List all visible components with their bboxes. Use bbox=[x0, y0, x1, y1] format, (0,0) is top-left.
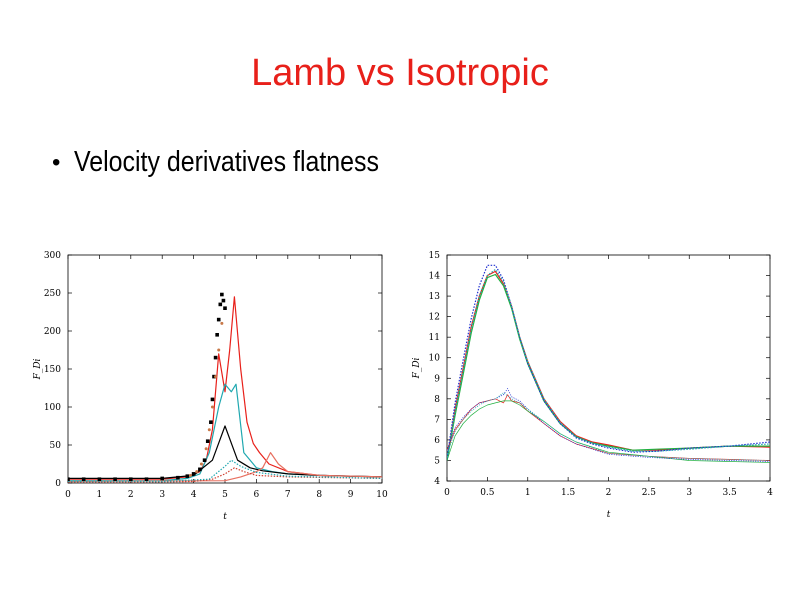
bullet-text: Velocity derivatives flatness bbox=[74, 146, 380, 178]
right-y-tick-label: 8 bbox=[434, 395, 440, 405]
left-series-5-line bbox=[68, 459, 382, 483]
left-plot-frame bbox=[67, 254, 383, 484]
right-series-6-line bbox=[447, 388, 770, 462]
left-series-group bbox=[68, 292, 382, 483]
right-series-3-line bbox=[447, 268, 770, 461]
right-y-axis-label: F_Di bbox=[412, 357, 422, 379]
left-series-1-line bbox=[68, 383, 382, 482]
left-series-6-marker bbox=[215, 333, 219, 337]
right-y-tick-label: 11 bbox=[429, 333, 440, 343]
left-y-tick-label: 150 bbox=[44, 365, 61, 375]
left-x-axis-label: t bbox=[223, 512, 227, 522]
left-x-tick-label: 6 bbox=[254, 490, 260, 500]
left-series-6-marker bbox=[68, 477, 70, 481]
right-y-tick-label: 10 bbox=[429, 354, 441, 364]
right-y-tick-label: 15 bbox=[429, 251, 441, 261]
left-series-6-marker bbox=[213, 355, 218, 360]
left-series-6-marker bbox=[97, 477, 102, 481]
left-series-6-marker bbox=[185, 474, 190, 478]
right-y-tick-label: 9 bbox=[434, 374, 440, 384]
left-series-6-marker bbox=[210, 397, 215, 402]
left-series-6-marker bbox=[220, 292, 224, 297]
right-y-tick-label: 13 bbox=[429, 292, 441, 302]
left-y-tick-label: 0 bbox=[55, 479, 61, 489]
left-series-7-marker bbox=[220, 321, 224, 325]
right-x-tick-label: 1 bbox=[525, 488, 531, 498]
right-x-tick-label: 4 bbox=[767, 488, 773, 498]
left-series-6-marker bbox=[113, 477, 117, 481]
left-y-tick-label: 200 bbox=[44, 327, 61, 337]
left-series-0-line bbox=[68, 296, 382, 480]
left-series-6-marker bbox=[144, 477, 149, 481]
left-series-6-marker bbox=[160, 476, 164, 481]
left-series-6-marker bbox=[212, 374, 216, 379]
right-x-tick-label: 0 bbox=[444, 488, 450, 498]
left-x-tick-label: 10 bbox=[376, 490, 388, 500]
right-series-group bbox=[447, 264, 770, 463]
left-series-6-marker bbox=[198, 467, 202, 472]
left-series-7-marker bbox=[210, 405, 214, 409]
left-series-2-line bbox=[68, 425, 382, 479]
right-x-tick-label: 1.5 bbox=[561, 488, 576, 498]
left-series-7-marker bbox=[188, 473, 192, 477]
left-x-tick-label: 2 bbox=[128, 490, 134, 500]
left-y-axis-label: F_Di bbox=[33, 358, 43, 380]
right-x-tick-label: 3.5 bbox=[722, 488, 737, 498]
left-series-6-marker bbox=[223, 306, 227, 310]
right-y-tick-label: 12 bbox=[429, 313, 440, 323]
right-x-tick-label: 2 bbox=[606, 488, 612, 498]
left-y-tick-label: 300 bbox=[44, 251, 61, 261]
slide-title: Lamb vs Isotropic bbox=[251, 52, 549, 94]
left-series-7-marker bbox=[199, 462, 203, 466]
right-y-tick-label: 14 bbox=[429, 272, 441, 282]
left-series-6-marker bbox=[176, 475, 180, 480]
left-series-6-marker bbox=[205, 439, 210, 443]
bullet-item: • Velocity derivatives flatness bbox=[52, 146, 429, 179]
left-x-tick-label: 5 bbox=[222, 490, 228, 500]
left-series-6-marker bbox=[209, 420, 213, 424]
left-y-tick-label: 250 bbox=[44, 289, 61, 299]
right-y-tick-label: 5 bbox=[434, 456, 440, 466]
left-series-3-line bbox=[68, 452, 382, 483]
left-series-7-marker bbox=[214, 375, 218, 379]
right-x-tick-label: 2.5 bbox=[642, 488, 657, 498]
left-x-tick-label: 3 bbox=[159, 490, 165, 500]
right-series-7-line bbox=[447, 392, 770, 461]
right-series-1-line bbox=[447, 273, 770, 461]
left-series-6-marker bbox=[129, 477, 133, 481]
left-series-6-marker bbox=[216, 317, 221, 322]
right-x-tick-label: 3 bbox=[686, 488, 692, 498]
left-x-tick-label: 7 bbox=[285, 490, 291, 500]
left-x-tick-label: 8 bbox=[316, 490, 322, 500]
left-y-tick-label: 50 bbox=[50, 441, 62, 451]
right-y-tick-label: 6 bbox=[434, 436, 440, 446]
bullet-dot-icon: • bbox=[52, 148, 61, 176]
right-y-tick-label: 4 bbox=[434, 477, 440, 487]
left-x-tick-label: 0 bbox=[65, 490, 71, 500]
left-series-6-marker bbox=[202, 458, 207, 462]
left-x-tick-label: 1 bbox=[97, 490, 103, 500]
left-series-6-marker bbox=[81, 477, 86, 481]
right-series-0-line bbox=[447, 270, 770, 461]
left-y-tick-label: 100 bbox=[44, 403, 61, 413]
flatness-chart-right: 0 0.5 1 1.5 2 2.5 3 3.5 4 4 5 6 7 8 9 10 11 12 13 14 15 t F_Di bbox=[412, 251, 773, 520]
left-series-7-marker bbox=[204, 447, 208, 451]
left-series-6-marker bbox=[191, 472, 196, 476]
right-y-tick-label: 7 bbox=[434, 415, 440, 425]
right-x-axis-label: t bbox=[607, 510, 611, 520]
left-series-7-marker bbox=[195, 470, 199, 474]
right-series-4-line bbox=[447, 394, 770, 461]
left-series-6-marker bbox=[221, 298, 226, 303]
left-x-tick-label: 9 bbox=[348, 490, 354, 500]
left-series-6-marker bbox=[218, 302, 223, 307]
right-series-2-line bbox=[447, 264, 770, 459]
left-series-7-marker bbox=[217, 348, 221, 352]
left-series-7-marker bbox=[207, 428, 211, 432]
left-x-tick-label: 4 bbox=[191, 490, 197, 500]
right-x-tick-label: 0.5 bbox=[480, 488, 495, 498]
